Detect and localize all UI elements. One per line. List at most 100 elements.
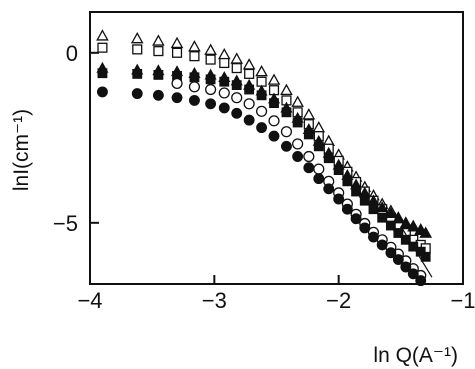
filled-circle-point [323,183,335,195]
filled-square-point [368,204,379,215]
filled-circle-point [256,122,268,134]
open-triangle-point [217,47,231,60]
filled-circle-point [350,213,362,225]
filled-circle-point [292,151,304,162]
filled-square-point [269,98,279,109]
filled-circle-point [171,92,183,104]
x-tick-label: −3 [202,288,227,313]
filled-circle-point [281,140,292,152]
open-square-point [97,42,108,53]
filled-circle-point [231,107,243,119]
open-circle-point [218,87,230,99]
filled-circle-point [400,261,412,273]
open-square-point [219,57,230,69]
filled-triangle-point [399,217,412,229]
open-square-point [153,46,164,57]
filled-square-point [359,195,370,206]
open-triangle-point [204,43,217,55]
open-circle-point [292,138,304,150]
open-circle-point [205,83,217,96]
open-triangle-point [230,52,244,64]
open-triangle-point [302,108,316,120]
open-circle-point [255,105,268,117]
y-axis-label: lnI(cm⁻¹) [10,109,33,191]
open-square-point [244,68,255,79]
filled-square-point [153,69,164,80]
filled-square-point [132,68,143,79]
x-tick-label: −2 [326,288,351,313]
filled-square-point [420,251,431,262]
filled-square-point [189,72,200,83]
filled-circle-point [407,268,419,280]
filled-circle-point [376,239,388,251]
filled-triangle-point [384,207,397,218]
open-triangle-point [280,83,293,96]
filled-circle-point [96,86,108,98]
filled-circle-point [341,203,353,215]
y-tick-label: −5 [53,211,78,236]
filled-square-point [303,129,314,140]
filled-triangle-point [376,201,389,213]
filled-circle-point [392,254,404,265]
filled-circle-point [359,222,371,234]
filled-circle-point [152,89,164,101]
axis-ticks [89,51,464,284]
filled-circle-point [205,98,217,110]
open-square-point [171,47,183,58]
open-circle-point [188,81,201,93]
filled-square-point [244,84,255,95]
filled-square-point [205,74,216,85]
filled-square-point [342,176,353,187]
open-square-point [231,63,242,74]
x-tick-label: −1 [450,288,475,313]
open-triangle-point [130,31,144,44]
filled-square-point [313,141,324,152]
open-triangle-point [188,40,201,52]
filled-circle-point [218,102,230,114]
open-triangle-point [96,29,109,41]
open-circle-point [231,92,243,104]
plot-frame [89,11,464,285]
open-circle-point [243,98,255,110]
filled-square-point [292,117,303,128]
filled-square-point [385,220,396,231]
filled-circle-point [368,231,379,243]
filled-circle-point [385,247,397,259]
tick-labels: −4 −3 −2 −1 0 −5 [53,41,475,313]
filled-square-point [219,76,230,87]
filled-square-point [281,107,292,118]
filled-square-point [97,68,108,79]
open-triangle-point [267,73,281,85]
data-marks [96,29,433,287]
filled-circle-point [303,162,315,174]
filled-circle-point [131,88,143,100]
open-triangle-point [291,95,304,107]
filled-circle-point [189,94,200,106]
filled-square-point [323,153,334,164]
open-circle-point [280,126,293,138]
open-triangle-point [255,64,268,77]
y-tick-label: 0 [66,41,78,66]
filled-square-point [377,212,388,223]
fit-line [400,225,433,278]
filled-circle-point [243,114,255,126]
open-triangle-point [242,58,256,70]
filled-square-point [333,165,344,176]
filled-circle-point [313,173,325,185]
open-square-point [132,44,143,55]
x-tick-label: −4 [77,288,102,313]
fit-line-group [400,225,433,278]
filled-square-point [351,186,361,197]
open-triangle-point [152,34,165,46]
filled-square-point [393,228,404,238]
open-circle-point [303,150,315,163]
open-square-point [189,51,200,62]
filled-circle-point [268,130,280,142]
filled-triangle-point [407,220,420,232]
x-axis-label: ln Q(A⁻¹) [373,344,458,367]
open-square-point [205,54,216,65]
filled-square-point [256,90,267,101]
open-circle-point [171,77,183,89]
open-triangle-point [312,121,326,133]
